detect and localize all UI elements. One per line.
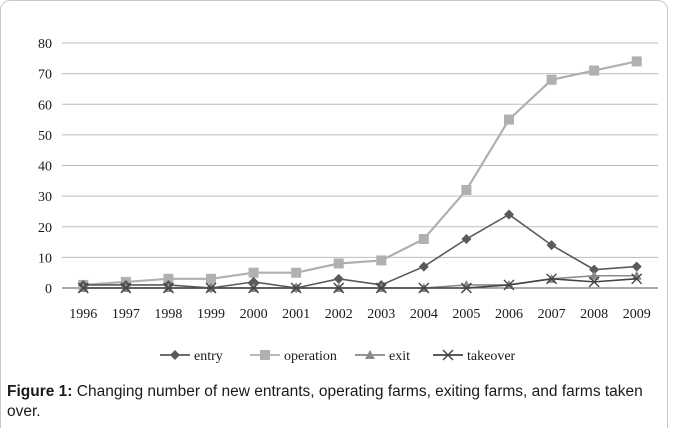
series-line-takeover <box>83 278 637 289</box>
point-takeover <box>248 282 260 294</box>
point-takeover <box>120 282 132 294</box>
x-tick-label: 1997 <box>112 307 140 322</box>
point-takeover <box>460 282 472 294</box>
y-tick-label: 30 <box>38 190 52 205</box>
legend-marker-x <box>442 349 454 361</box>
point-operation <box>461 185 472 195</box>
point-takeover <box>333 282 345 294</box>
x-tick-label: 2004 <box>410 307 438 322</box>
x-axis-ticks: 1996 1997 1998 1999 2000 2001 2002 2003 2004 2005… <box>69 307 650 322</box>
x-tick-label: 1999 <box>197 307 225 322</box>
x-tick-label: 2009 <box>623 307 651 322</box>
point-entry <box>546 240 557 251</box>
legend: entry operation exit takeover <box>160 349 516 364</box>
legend-item-takeover: takeover <box>433 349 516 364</box>
point-entry <box>248 276 259 287</box>
x-tick-label: 2001 <box>282 307 310 322</box>
point-exit <box>461 279 472 289</box>
point-operation <box>248 267 259 278</box>
figure-caption: Figure 1: Changing number of new entrant… <box>7 382 662 422</box>
legend-marker-triangle <box>365 350 375 359</box>
point-entry <box>461 234 472 244</box>
legend-item-operation: operation <box>250 349 337 364</box>
legend-marker-diamond <box>170 350 180 360</box>
point-takeover <box>375 282 387 294</box>
x-tick-label: 1996 <box>69 307 97 322</box>
y-tick-label: 80 <box>38 37 52 52</box>
point-operation <box>589 65 600 76</box>
point-operation <box>206 273 216 284</box>
point-entry <box>418 261 429 272</box>
x-tick-label: 2005 <box>452 307 480 322</box>
x-tick-label: 2008 <box>580 307 608 322</box>
series-line-entry <box>83 213 637 289</box>
point-entry <box>333 273 344 284</box>
point-operation <box>546 74 557 85</box>
legend-label: exit <box>389 349 410 364</box>
line-chart: 0 10 20 30 40 50 60 70 80 1996 1997 1998 1999 2000 20… <box>38 37 658 364</box>
y-axis-ticks: 0 10 20 30 40 50 60 70 80 <box>38 37 52 297</box>
point-takeover <box>588 276 600 288</box>
point-takeover <box>503 279 515 291</box>
point-entry <box>631 261 642 272</box>
legend-label: takeover <box>467 349 516 364</box>
point-takeover <box>162 282 174 294</box>
legend-label: operation <box>284 349 337 364</box>
point-takeover <box>77 282 89 294</box>
y-tick-label: 20 <box>38 221 52 236</box>
point-operation <box>504 114 514 125</box>
y-tick-label: 70 <box>38 68 52 83</box>
caption-text: Changing number of new entrants, operati… <box>7 383 643 420</box>
y-tick-label: 60 <box>38 98 52 113</box>
gridlines <box>62 42 658 289</box>
point-exit <box>589 270 600 280</box>
point-entry <box>589 264 600 275</box>
x-tick-label: 2007 <box>538 307 566 322</box>
point-takeover <box>546 273 558 285</box>
y-tick-label: 50 <box>38 129 52 144</box>
point-entry <box>504 209 514 220</box>
x-tick-label: 2006 <box>495 307 523 322</box>
series-lines <box>77 56 643 294</box>
legend-label: entry <box>194 349 223 364</box>
caption-label: Figure 1: <box>7 383 73 400</box>
point-operation <box>418 234 429 244</box>
legend-item-entry: entry <box>160 349 223 364</box>
point-operation <box>376 255 387 266</box>
point-takeover <box>631 273 643 285</box>
legend-marker-square <box>260 350 270 360</box>
point-operation <box>333 258 344 269</box>
x-tick-label: 2003 <box>367 307 395 322</box>
point-takeover <box>290 282 302 294</box>
point-operation <box>631 56 642 67</box>
point-operation <box>291 267 302 278</box>
point-exit <box>631 270 642 280</box>
series-line-operation <box>83 60 637 287</box>
point-takeover <box>418 282 430 294</box>
x-tick-label: 2002 <box>325 307 353 322</box>
point-takeover <box>205 282 217 294</box>
y-tick-label: 40 <box>38 160 52 175</box>
point-operation <box>163 273 174 284</box>
y-tick-label: 0 <box>45 282 52 297</box>
legend-item-exit: exit <box>355 349 410 364</box>
x-tick-label: 2000 <box>240 307 268 322</box>
x-tick-label: 1998 <box>154 307 182 322</box>
y-tick-label: 10 <box>38 251 52 266</box>
